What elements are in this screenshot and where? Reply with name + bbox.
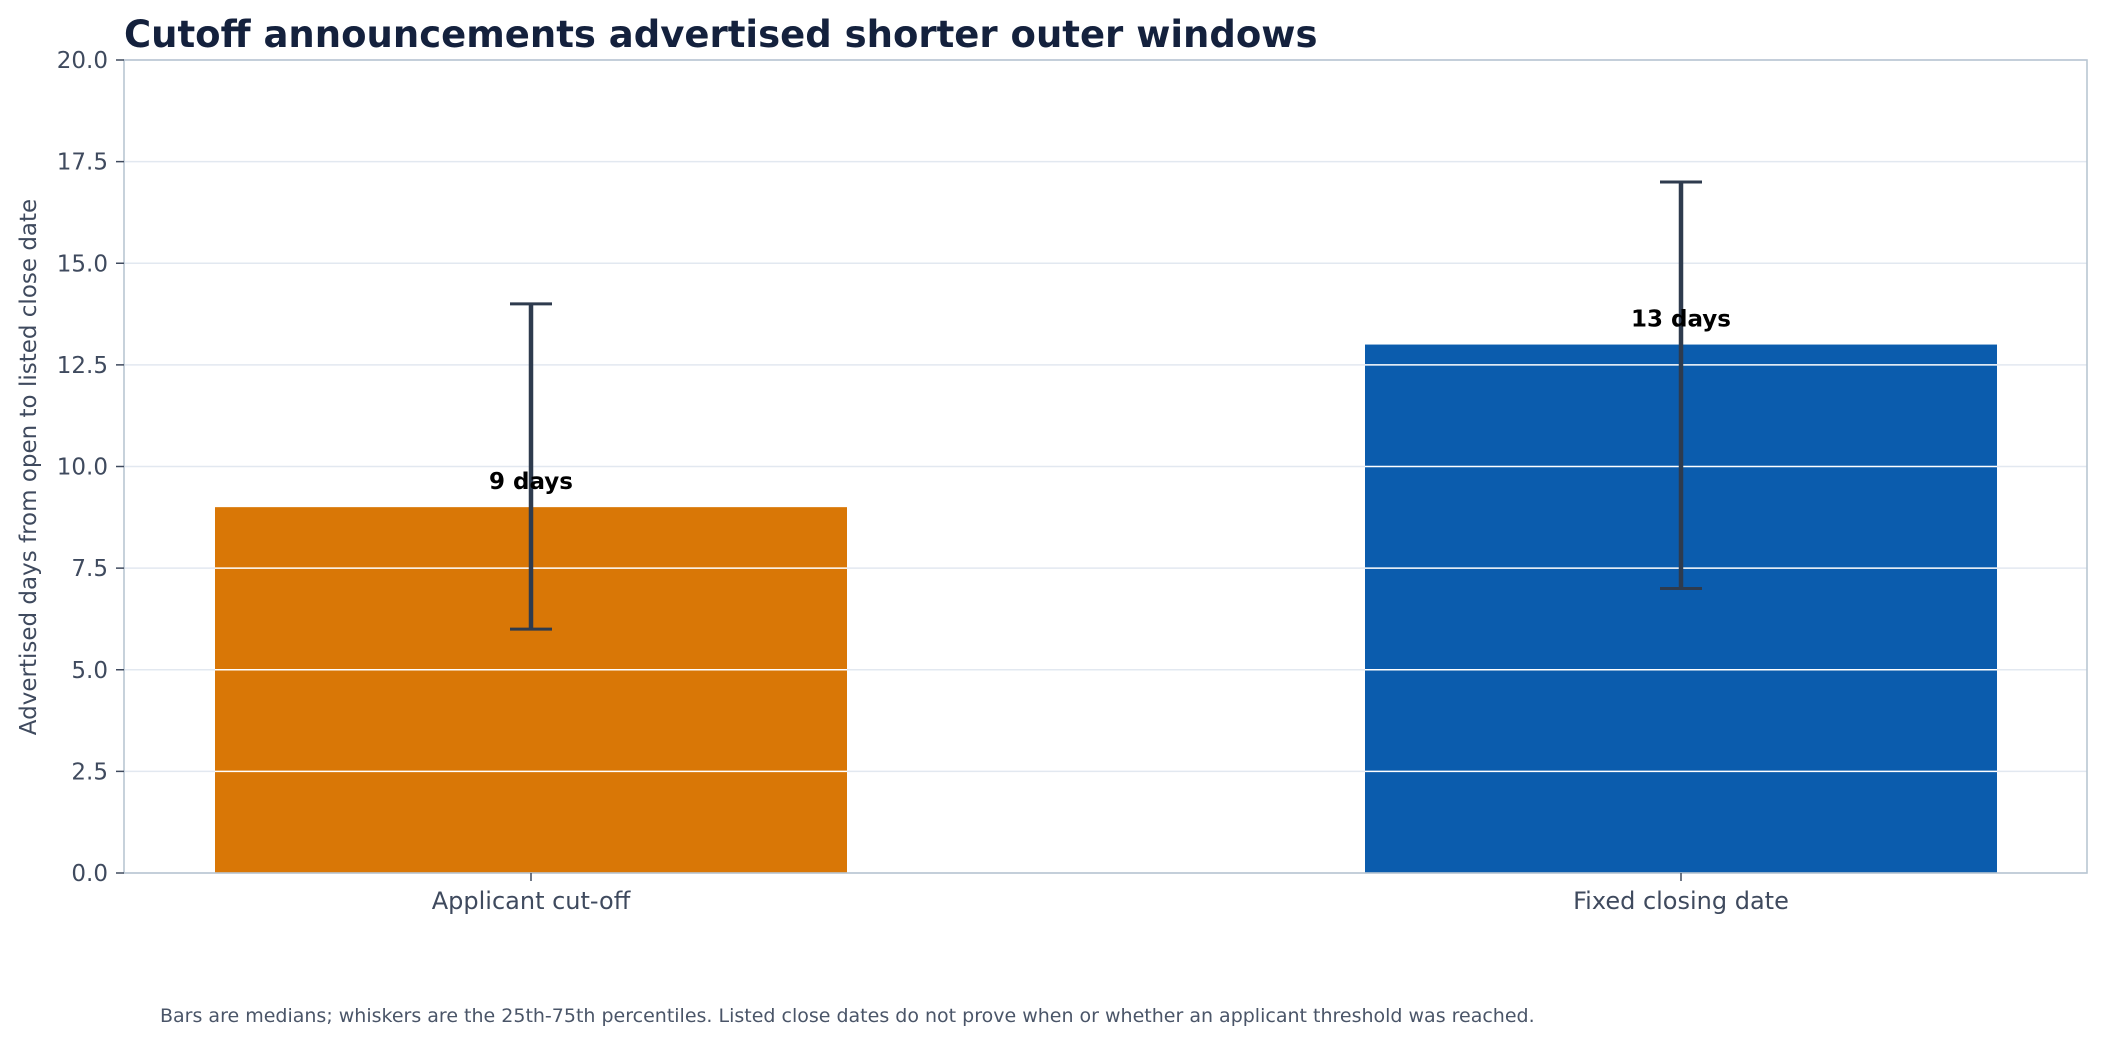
y-tick-label: 15.0 — [57, 251, 108, 277]
x-axis-ticks: Applicant cut-off Fixed closing date — [432, 873, 1789, 915]
y-tick-label: 5.0 — [71, 658, 108, 684]
x-tick-label: Applicant cut-off — [432, 887, 631, 915]
y-tick-label: 0.0 — [71, 861, 108, 887]
y-tick-label: 7.5 — [71, 556, 108, 582]
error-bar-0 — [510, 302, 552, 631]
y-tick-label: 12.5 — [57, 353, 108, 379]
data-labels: 9 days 13 days — [489, 307, 1731, 496]
x-tick-label: Fixed closing date — [1573, 887, 1789, 915]
y-axis-title: Advertised days from open to listed clos… — [16, 199, 42, 735]
y-tick-label: 17.5 — [57, 150, 108, 176]
data-label-1: 13 days — [1631, 307, 1731, 333]
y-tick-label: 2.5 — [71, 759, 108, 785]
y-axis-ticks: 0.0 2.5 5.0 7.5 10.0 12.5 15.0 17.5 20.0 — [57, 48, 124, 887]
data-label-0: 9 days — [489, 469, 573, 495]
error-bars — [510, 180, 1702, 631]
footnote: Bars are medians; whiskers are the 25th-… — [160, 1005, 1535, 1027]
error-bar-1 — [1660, 180, 1702, 590]
y-tick-label: 10.0 — [57, 455, 108, 481]
chart-title: Cutoff announcements advertised shorter … — [124, 13, 1318, 56]
y-tick-label: 20.0 — [57, 48, 108, 74]
